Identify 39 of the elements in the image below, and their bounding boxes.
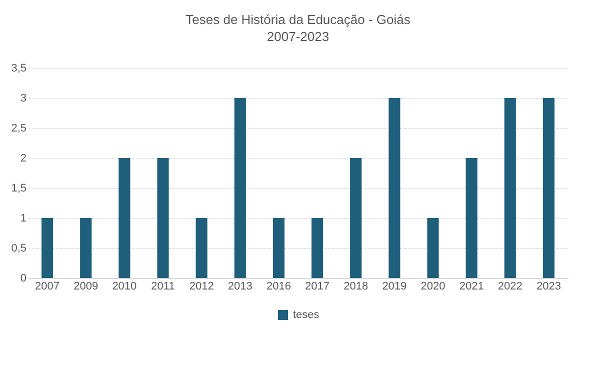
x-tick-label: 2023 — [536, 280, 561, 292]
y-tick-label: 0 — [20, 272, 26, 284]
y-tick-label: 3 — [20, 92, 26, 104]
x-tick-label: 2016 — [266, 280, 291, 292]
x-tick-label: 2013 — [228, 280, 252, 292]
bar — [350, 158, 362, 278]
x-tick-label: 2018 — [344, 280, 368, 292]
bar — [466, 158, 478, 278]
bar — [118, 158, 130, 278]
bar — [196, 218, 208, 278]
y-tick-label: 3,5 — [11, 62, 26, 74]
x-tick-label: 2012 — [189, 280, 214, 292]
bar — [234, 98, 246, 278]
x-tick-label: 2020 — [420, 280, 446, 292]
legend-label: teses — [293, 309, 320, 321]
x-tick-label: 2022 — [498, 280, 522, 292]
x-tick-label: 2010 — [112, 280, 137, 292]
x-tick-label: 2011 — [151, 280, 175, 292]
x-tick-label: 2021 — [459, 280, 484, 292]
x-tick-label: 2019 — [382, 280, 407, 292]
x-tick-label: 2009 — [74, 280, 98, 292]
chart-title: Teses de História da Educação - Goiás — [186, 12, 411, 27]
y-tick-label: 2 — [20, 152, 26, 164]
chart-subtitle: 2007-2023 — [266, 29, 330, 44]
bar — [504, 98, 516, 278]
bar — [157, 158, 169, 278]
bar — [312, 218, 324, 278]
y-tick-label: 1,5 — [11, 182, 26, 194]
y-tick-label: 0,5 — [11, 242, 26, 254]
bar — [272, 218, 284, 278]
bar — [80, 218, 92, 278]
bar — [388, 98, 400, 278]
bar — [427, 218, 439, 278]
bar — [542, 98, 554, 278]
x-tick-label: 2007 — [35, 280, 60, 292]
y-tick-label: 1 — [20, 212, 26, 224]
x-tick-label: 2017 — [305, 280, 330, 292]
bar — [42, 218, 54, 278]
y-tick-label: 2,5 — [11, 122, 26, 134]
